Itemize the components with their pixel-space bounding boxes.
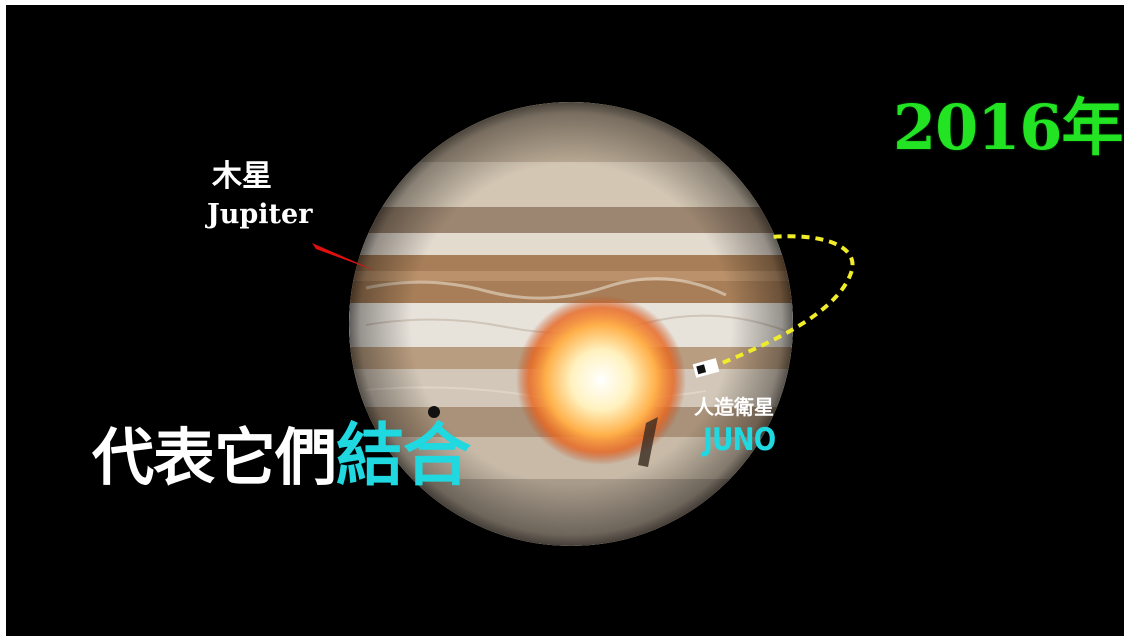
planet-name-english: Jupiter bbox=[207, 199, 313, 230]
caption-plain-text: 代表它們 bbox=[92, 421, 337, 494]
satellite-name-chinese: 人造衛星 bbox=[694, 395, 774, 419]
satellite-name-english: JUNO bbox=[703, 422, 776, 458]
jupiter-illustration bbox=[312, 102, 855, 546]
planet-name-chinese: 木星 bbox=[212, 159, 272, 194]
space-scene: 2016年 木星 Jupiter 人造衛星 JUNO 代表它們結合 bbox=[6, 5, 1124, 636]
caption-emphasis-text: 結合 bbox=[336, 417, 471, 496]
year-label: 2016年 bbox=[893, 91, 1124, 164]
caption: 代表它們結合 bbox=[92, 421, 471, 494]
